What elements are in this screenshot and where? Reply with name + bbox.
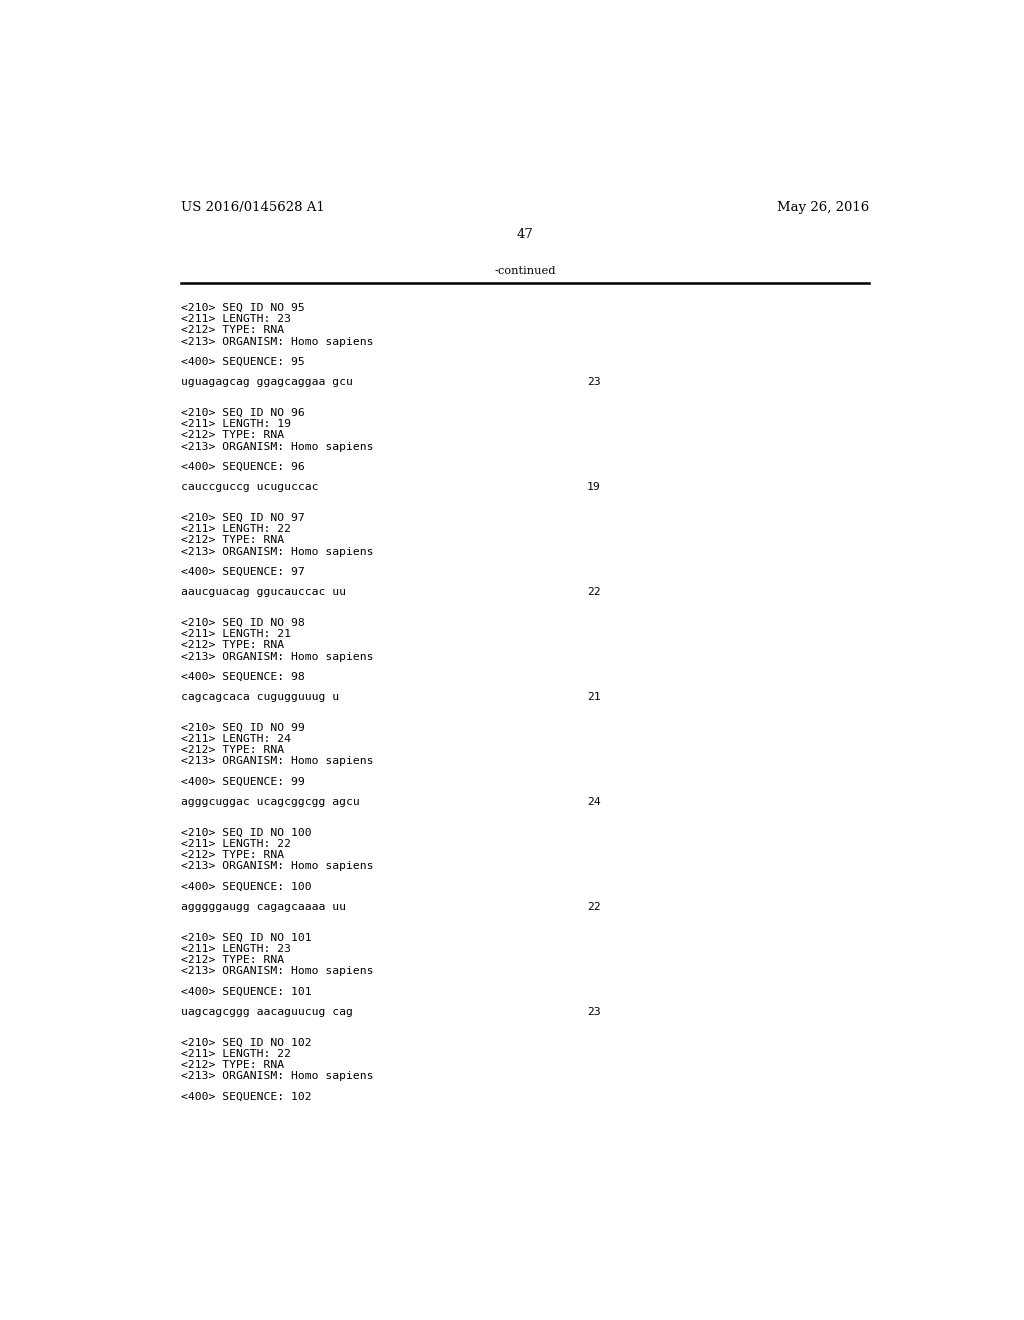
Text: <212> TYPE: RNA: <212> TYPE: RNA [180,1060,284,1071]
Text: 23: 23 [587,1007,600,1016]
Text: <210> SEQ ID NO 97: <210> SEQ ID NO 97 [180,513,304,523]
Text: <212> TYPE: RNA: <212> TYPE: RNA [180,746,284,755]
Text: <211> LENGTH: 23: <211> LENGTH: 23 [180,314,291,325]
Text: uguagagcag ggagcaggaa gcu: uguagagcag ggagcaggaa gcu [180,376,352,387]
Text: uagcagcggg aacaguucug cag: uagcagcggg aacaguucug cag [180,1007,352,1016]
Text: <211> LENGTH: 24: <211> LENGTH: 24 [180,734,291,744]
Text: 47: 47 [516,227,534,240]
Text: <212> TYPE: RNA: <212> TYPE: RNA [180,850,284,861]
Text: <212> TYPE: RNA: <212> TYPE: RNA [180,430,284,441]
Text: <400> SEQUENCE: 98: <400> SEQUENCE: 98 [180,672,304,681]
Text: <211> LENGTH: 22: <211> LENGTH: 22 [180,840,291,849]
Text: <211> LENGTH: 19: <211> LENGTH: 19 [180,420,291,429]
Text: cagcagcaca cugugguuug u: cagcagcaca cugugguuug u [180,692,339,702]
Text: 24: 24 [587,797,600,807]
Text: <213> ORGANISM: Homo sapiens: <213> ORGANISM: Homo sapiens [180,546,373,557]
Text: <400> SEQUENCE: 96: <400> SEQUENCE: 96 [180,462,304,471]
Text: agggcuggac ucagcggcgg agcu: agggcuggac ucagcggcgg agcu [180,797,359,807]
Text: 23: 23 [587,376,600,387]
Text: aaucguacag ggucauccac uu: aaucguacag ggucauccac uu [180,587,346,597]
Text: <210> SEQ ID NO 96: <210> SEQ ID NO 96 [180,408,304,418]
Text: <213> ORGANISM: Homo sapiens: <213> ORGANISM: Homo sapiens [180,966,373,977]
Text: <213> ORGANISM: Homo sapiens: <213> ORGANISM: Homo sapiens [180,756,373,767]
Text: <210> SEQ ID NO 101: <210> SEQ ID NO 101 [180,933,311,942]
Text: US 2016/0145628 A1: US 2016/0145628 A1 [180,201,325,214]
Text: 22: 22 [587,902,600,912]
Text: <213> ORGANISM: Homo sapiens: <213> ORGANISM: Homo sapiens [180,337,373,347]
Text: <400> SEQUENCE: 102: <400> SEQUENCE: 102 [180,1092,311,1101]
Text: <210> SEQ ID NO 100: <210> SEQ ID NO 100 [180,828,311,838]
Text: <213> ORGANISM: Homo sapiens: <213> ORGANISM: Homo sapiens [180,652,373,661]
Text: <211> LENGTH: 23: <211> LENGTH: 23 [180,944,291,954]
Text: <210> SEQ ID NO 98: <210> SEQ ID NO 98 [180,618,304,628]
Text: <213> ORGANISM: Homo sapiens: <213> ORGANISM: Homo sapiens [180,1072,373,1081]
Text: <213> ORGANISM: Homo sapiens: <213> ORGANISM: Homo sapiens [180,442,373,451]
Text: <210> SEQ ID NO 102: <210> SEQ ID NO 102 [180,1038,311,1048]
Text: 19: 19 [587,482,600,492]
Text: <400> SEQUENCE: 101: <400> SEQUENCE: 101 [180,986,311,997]
Text: <400> SEQUENCE: 100: <400> SEQUENCE: 100 [180,882,311,891]
Text: 21: 21 [587,692,600,702]
Text: agggggaugg cagagcaaaa uu: agggggaugg cagagcaaaa uu [180,902,346,912]
Text: <400> SEQUENCE: 99: <400> SEQUENCE: 99 [180,776,304,787]
Text: <211> LENGTH: 22: <211> LENGTH: 22 [180,524,291,535]
Text: 22: 22 [587,587,600,597]
Text: <210> SEQ ID NO 99: <210> SEQ ID NO 99 [180,723,304,733]
Text: -continued: -continued [494,267,556,276]
Text: <212> TYPE: RNA: <212> TYPE: RNA [180,326,284,335]
Text: May 26, 2016: May 26, 2016 [776,201,869,214]
Text: <400> SEQUENCE: 97: <400> SEQUENCE: 97 [180,566,304,577]
Text: <211> LENGTH: 22: <211> LENGTH: 22 [180,1049,291,1059]
Text: <212> TYPE: RNA: <212> TYPE: RNA [180,536,284,545]
Text: <213> ORGANISM: Homo sapiens: <213> ORGANISM: Homo sapiens [180,862,373,871]
Text: cauccguccg ucuguccac: cauccguccg ucuguccac [180,482,318,492]
Text: <212> TYPE: RNA: <212> TYPE: RNA [180,640,284,651]
Text: <210> SEQ ID NO 95: <210> SEQ ID NO 95 [180,304,304,313]
Text: <212> TYPE: RNA: <212> TYPE: RNA [180,956,284,965]
Text: <211> LENGTH: 21: <211> LENGTH: 21 [180,630,291,639]
Text: <400> SEQUENCE: 95: <400> SEQUENCE: 95 [180,356,304,367]
